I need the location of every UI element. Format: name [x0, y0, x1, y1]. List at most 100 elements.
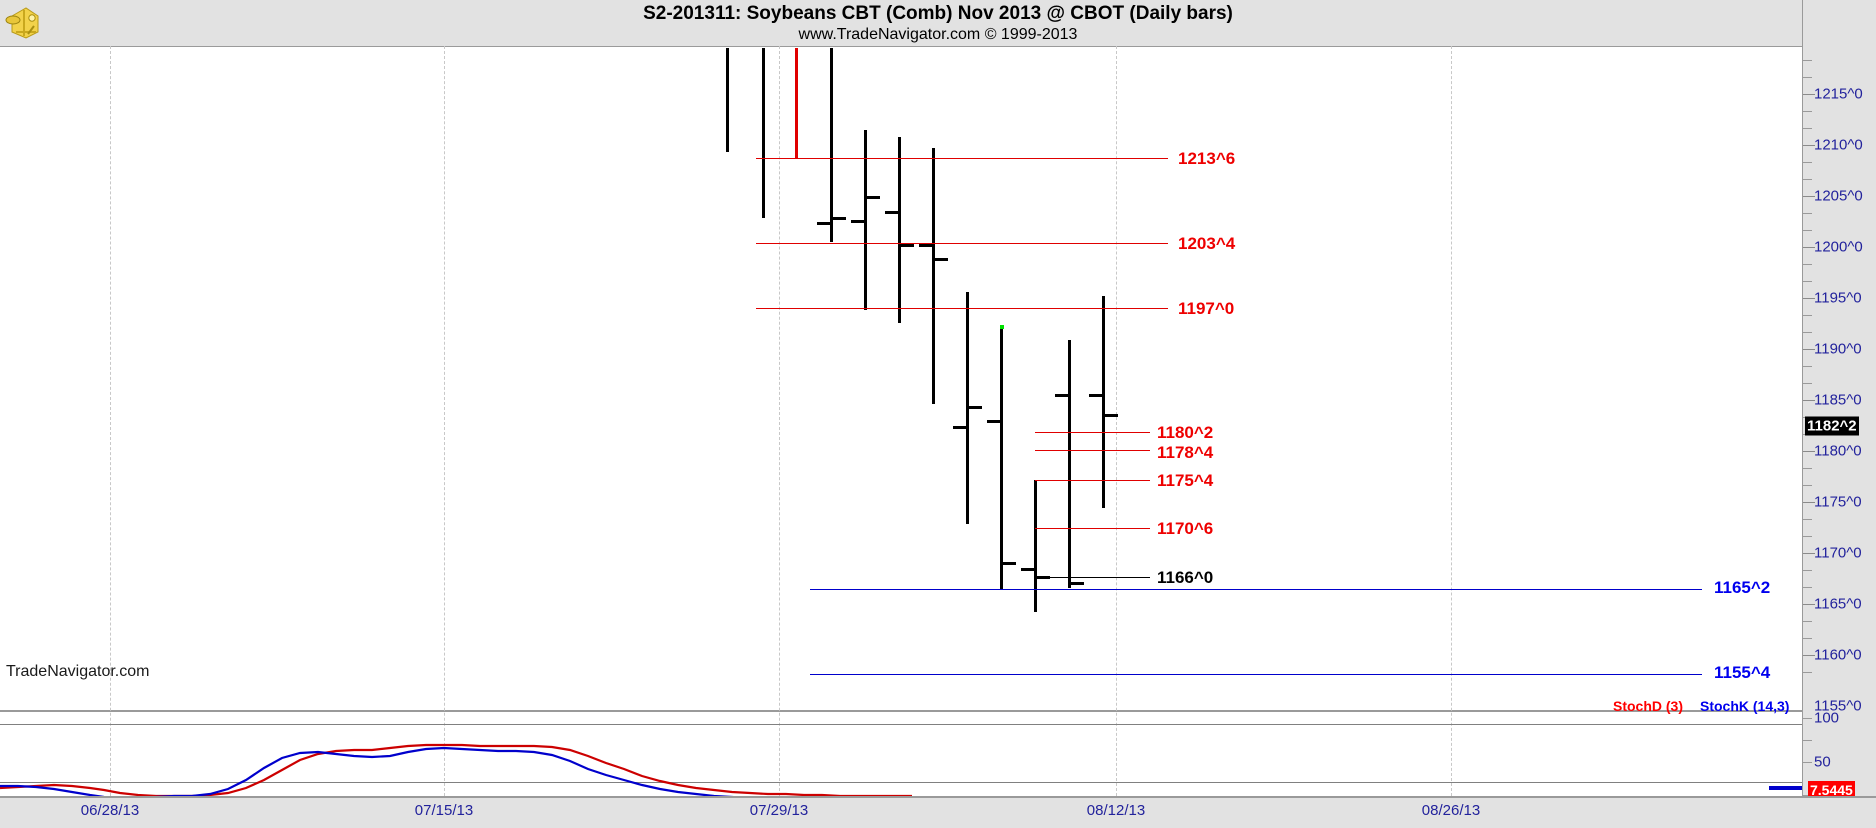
- stoch-last-value-badge: 7.5445: [1808, 781, 1855, 799]
- ohlc-close-tick: [867, 196, 880, 199]
- ohlc-bar: [726, 48, 729, 152]
- ohlc-open-tick: [851, 220, 864, 223]
- ohlc-open-tick: [987, 420, 1000, 423]
- legend-stochk[interactable]: StochK (14,3): [1700, 698, 1790, 714]
- ohlc-bar: [898, 137, 901, 323]
- level-line-1180-2: [1035, 432, 1150, 433]
- ohlc-close-tick: [1003, 562, 1016, 565]
- axis-tick: [1803, 451, 1815, 452]
- price-axis-label: 1165^0: [1814, 595, 1862, 613]
- ohlc-bar: [932, 148, 935, 404]
- level-label-1213-6: 1213^6: [1178, 149, 1236, 168]
- axis-tick: [1803, 264, 1812, 265]
- vgrid-line: [444, 46, 445, 796]
- axis-tick: [1803, 604, 1815, 605]
- axis-tick: [1803, 60, 1812, 61]
- level-label-1166-0: 1166^0: [1157, 568, 1214, 587]
- level-line-1170-6: [1035, 528, 1150, 529]
- stoch-gridline-80: [0, 724, 1802, 725]
- ohlc-bar: [1034, 480, 1037, 612]
- axis-tick: [1803, 638, 1812, 639]
- ohlc-bar: [1068, 340, 1071, 588]
- vgrid-line: [1116, 46, 1117, 796]
- level-label-1197-0: 1197^0: [1178, 299, 1235, 318]
- legend-stochd[interactable]: StochD (3): [1613, 698, 1683, 714]
- watermark-tradenavigator: TradeNavigator.com: [6, 663, 150, 680]
- price-axis-label: 1155^0: [1814, 697, 1862, 715]
- current-price-badge: 1182^2: [1805, 416, 1859, 436]
- axis-tick: [1803, 315, 1812, 316]
- ohlc-open-tick: [1055, 394, 1068, 397]
- chart-subtitle: www.TradeNavigator.com © 1999-2013: [798, 26, 1078, 43]
- axis-tick: [1803, 587, 1812, 588]
- level-line-1203-6: [756, 243, 1168, 244]
- stoch-gridline-20: [0, 782, 1802, 783]
- axis-tick: [1803, 196, 1815, 197]
- price-axis-label: 1195^0: [1814, 289, 1862, 307]
- vgrid-line: [1451, 46, 1452, 796]
- ohlc-bar: [830, 48, 833, 242]
- vgrid-line: [779, 46, 780, 796]
- axis-tick: [1803, 111, 1812, 112]
- ohlc-bar: [864, 130, 867, 310]
- level-line-1197-0: [756, 308, 1168, 309]
- level-label-1155-4: 1155^4: [1714, 663, 1771, 682]
- level-label-1175-4: 1175^4: [1157, 471, 1214, 490]
- axis-tick: [1803, 298, 1815, 299]
- axis-tick: [1803, 672, 1812, 673]
- date-axis-label: 08/26/13: [1421, 802, 1481, 819]
- axis-tick: [1803, 502, 1815, 503]
- ohlc-open-tick: [1089, 394, 1102, 397]
- vgrid-line: [110, 46, 111, 796]
- date-axis[interactable]: [0, 796, 1876, 828]
- header-band: [0, 0, 1876, 46]
- level-line-1178-4: [1035, 450, 1150, 451]
- price-axis-label: 1175^0: [1814, 493, 1862, 511]
- ohlc-open-tick: [953, 426, 966, 429]
- date-axis-label: 06/28/13: [80, 802, 140, 819]
- ohlc-bar: [966, 292, 969, 524]
- axis-tick: [1803, 718, 1812, 719]
- price-axis[interactable]: [1802, 0, 1876, 796]
- ohlc-close-tick: [935, 258, 948, 261]
- price-axis-label: 1185^0: [1814, 391, 1862, 409]
- price-axis-label: 1205^0: [1814, 187, 1863, 205]
- chart-title: S2-201311: Soybeans CBT (Comb) Nov 2013 …: [643, 3, 1233, 24]
- axis-tick: [1803, 77, 1812, 78]
- price-axis-label: 1210^0: [1814, 136, 1863, 154]
- price-axis-label: 1180^0: [1814, 442, 1862, 460]
- axis-tick: [1803, 740, 1812, 741]
- sextant-logo-icon: [4, 2, 50, 44]
- date-axis-label: 07/29/13: [749, 802, 809, 819]
- axis-tick: [1803, 485, 1812, 486]
- stochastic-curves: [0, 743, 1802, 796]
- axis-tick: [1803, 621, 1812, 622]
- axis-tick: [1803, 179, 1812, 180]
- price-axis-label: 1200^0: [1814, 238, 1863, 256]
- ohlc-close-tick: [901, 244, 914, 247]
- ohlc-bar: [762, 48, 765, 218]
- level-label-1180-2: 1180^2: [1157, 423, 1214, 442]
- ohlc-bars: [726, 48, 1118, 612]
- axis-tick: [1803, 162, 1812, 163]
- axis-tick: [1803, 281, 1812, 282]
- level-line-1165-2: [810, 589, 1702, 590]
- axis-tick: [1803, 468, 1812, 469]
- ohlc-close-tick: [1071, 582, 1084, 585]
- axis-tick: [1803, 213, 1812, 214]
- ohlc-open-tick: [919, 244, 932, 247]
- axis-tick: [1803, 762, 1812, 763]
- stoch-axis-label: 100: [1814, 709, 1840, 727]
- axis-tick: [1803, 128, 1812, 129]
- axis-tick: [1803, 349, 1815, 350]
- ohlc-open-tick: [885, 211, 898, 214]
- level-label-1203-4: 1203^4: [1178, 234, 1236, 253]
- price-axis-label: 1190^0: [1814, 340, 1862, 358]
- ohlc-close-tick: [1105, 414, 1118, 417]
- stochk-line: [0, 746, 734, 796]
- axis-tick: [1803, 383, 1812, 384]
- price-pane[interactable]: [0, 46, 1802, 686]
- stochd-line: [0, 743, 912, 796]
- axis-tick: [1803, 94, 1815, 95]
